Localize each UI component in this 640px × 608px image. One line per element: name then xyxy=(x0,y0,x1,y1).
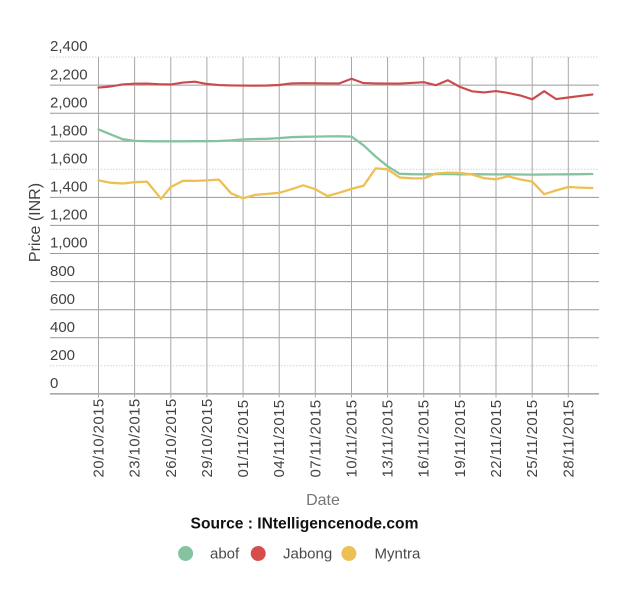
svg-text:23/10/2015: 23/10/2015 xyxy=(127,398,144,477)
svg-text:400: 400 xyxy=(50,319,75,336)
svg-text:1,800: 1,800 xyxy=(50,122,88,139)
svg-text:22/11/2015: 22/11/2015 xyxy=(488,400,505,478)
svg-text:1,400: 1,400 xyxy=(50,179,88,196)
svg-text:16/11/2015: 16/11/2015 xyxy=(416,400,433,478)
svg-text:28/11/2015: 28/11/2015 xyxy=(560,400,577,478)
svg-text:01/11/2015: 01/11/2015 xyxy=(235,400,252,478)
svg-text:26/10/2015: 26/10/2015 xyxy=(163,398,180,477)
svg-text:600: 600 xyxy=(50,291,75,308)
svg-text:Price (INR): Price (INR) xyxy=(27,183,44,262)
svg-text:10/11/2015: 10/11/2015 xyxy=(344,400,361,478)
svg-text:Source : INtelligencenode.com: Source : INtelligencenode.com xyxy=(191,516,419,533)
svg-text:20/10/2015: 20/10/2015 xyxy=(91,398,108,477)
svg-text:25/11/2015: 25/11/2015 xyxy=(524,400,541,478)
svg-text:04/11/2015: 04/11/2015 xyxy=(271,400,288,478)
svg-text:19/11/2015: 19/11/2015 xyxy=(452,400,469,478)
svg-text:2,200: 2,200 xyxy=(50,66,88,83)
svg-text:800: 800 xyxy=(50,263,75,280)
svg-text:200: 200 xyxy=(50,347,75,364)
svg-text:2,000: 2,000 xyxy=(50,94,88,111)
svg-text:abof: abof xyxy=(210,546,240,563)
svg-text:0: 0 xyxy=(50,375,58,392)
svg-text:13/11/2015: 13/11/2015 xyxy=(380,400,397,478)
svg-text:Myntra: Myntra xyxy=(375,546,422,563)
svg-text:1,000: 1,000 xyxy=(50,235,88,252)
svg-text:Date: Date xyxy=(306,492,340,509)
svg-text:29/10/2015: 29/10/2015 xyxy=(199,398,216,477)
svg-text:2,400: 2,400 xyxy=(50,38,88,55)
svg-text:1,200: 1,200 xyxy=(50,207,88,224)
svg-text:Jabong: Jabong xyxy=(283,546,332,563)
svg-text:07/11/2015: 07/11/2015 xyxy=(307,400,324,478)
svg-text:1,600: 1,600 xyxy=(50,151,88,168)
